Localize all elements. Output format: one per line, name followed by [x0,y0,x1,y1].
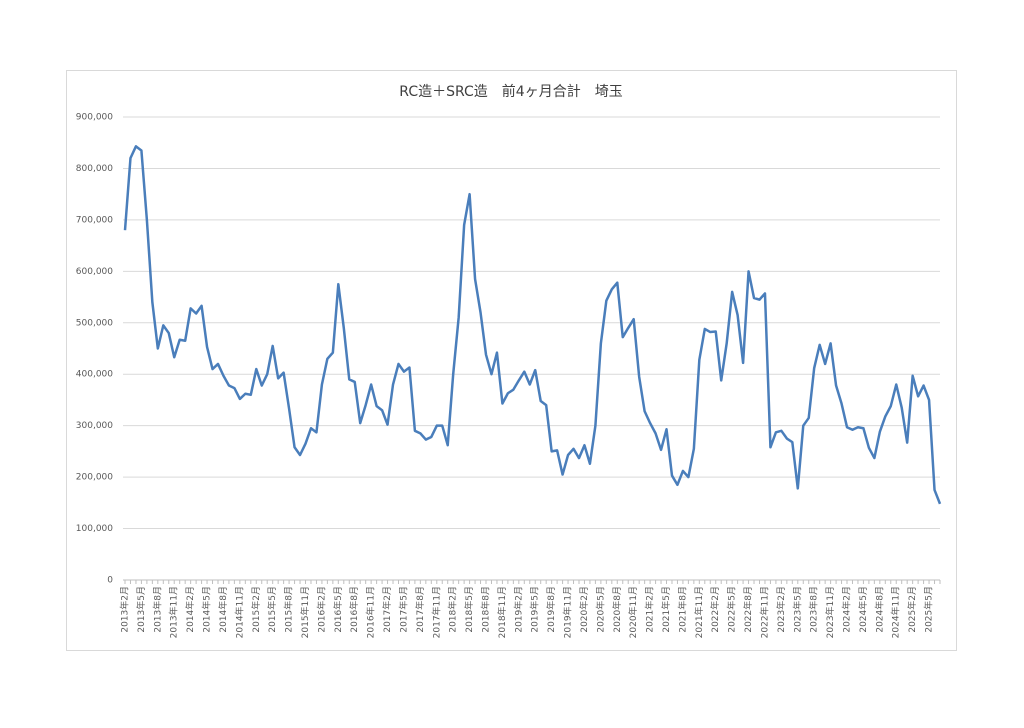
x-tick-label: 2023年11月 [824,586,836,638]
x-tick-label: 2014年8月 [217,586,229,633]
x-tick-label: 2020年11月 [627,586,639,638]
y-tick-label: 900,000 [76,113,113,123]
x-tick-label: 2017年5月 [397,586,409,633]
x-tick-label: 2024年8月 [873,586,885,633]
x-tick-label: 2014年5月 [201,586,213,633]
x-tick-label: 2025年5月 [923,586,935,633]
x-tick-label: 2021年11月 [693,586,705,638]
x-tick-label: 2024年11月 [890,586,902,638]
x-tick-label: 2021年8月 [676,586,688,633]
x-tick-label: 2016年8月 [348,586,360,633]
x-tick-label: 2015年8月 [283,586,295,633]
x-tick-label: 2022年11月 [758,586,770,638]
x-tick-label: 2016年11月 [365,586,377,638]
x-tick-label: 2023年8月 [808,586,820,633]
x-tick-label: 2013年8月 [151,586,163,633]
y-tick-label: 500,000 [76,318,113,328]
x-tick-label: 2017年2月 [381,586,393,633]
x-tick-label: 2022年8月 [742,586,754,633]
x-tick-label: 2016年5月 [332,586,344,633]
x-tick-label: 2013年2月 [119,586,131,633]
chart-frame [66,70,957,651]
x-tick-label: 2024年5月 [857,586,869,633]
x-tick-label: 2015年2月 [250,586,262,633]
x-tick-label: 2018年8月 [480,586,492,633]
x-tick-label: 2023年5月 [791,586,803,633]
x-tick-label: 2022年5月 [726,586,738,633]
x-tick-label: 2019年2月 [512,586,524,633]
x-tick-label: 2014年11月 [233,586,245,638]
x-tick-label: 2019年11月 [562,586,574,638]
y-tick-label: 700,000 [76,215,113,225]
x-tick-label: 2013年5月 [135,586,147,633]
x-tick-label: 2019年5月 [529,586,541,633]
y-tick-label: 0 [107,576,113,586]
x-tick-label: 2014年2月 [184,586,196,633]
x-tick-label: 2020年5月 [594,586,606,633]
y-tick-label: 200,000 [76,473,113,483]
y-tick-label: 400,000 [76,370,113,380]
x-tick-label: 2018年11月 [496,586,508,638]
x-tick-label: 2015年5月 [266,586,278,633]
x-tick-label: 2024年2月 [841,586,853,633]
y-tick-label: 300,000 [76,421,113,431]
x-tick-label: 2013年11月 [168,586,180,638]
x-tick-label: 2016年2月 [315,586,327,633]
x-tick-label: 2018年5月 [463,586,475,633]
x-tick-label: 2020年8月 [611,586,623,633]
y-tick-label: 600,000 [76,267,113,277]
x-tick-label: 2019年8月 [545,586,557,633]
x-tick-label: 2020年2月 [578,586,590,633]
x-tick-label: 2022年2月 [709,586,721,633]
y-tick-label: 800,000 [76,164,113,174]
x-tick-label: 2021年2月 [644,586,656,633]
x-tick-label: 2018年2月 [447,586,459,633]
x-tick-label: 2015年11月 [299,586,311,638]
x-tick-label: 2023年2月 [775,586,787,633]
x-tick-label: 2025年2月 [906,586,918,633]
data-line [123,145,942,505]
x-tick-label: 2017年11月 [430,586,442,638]
y-tick-label: 100,000 [76,524,113,534]
x-tick-label: 2017年8月 [414,586,426,633]
chart-title: RC造＋SRC造 前4ヶ月合計 埼玉 [399,83,622,100]
x-tick-label: 2021年5月 [660,586,672,633]
